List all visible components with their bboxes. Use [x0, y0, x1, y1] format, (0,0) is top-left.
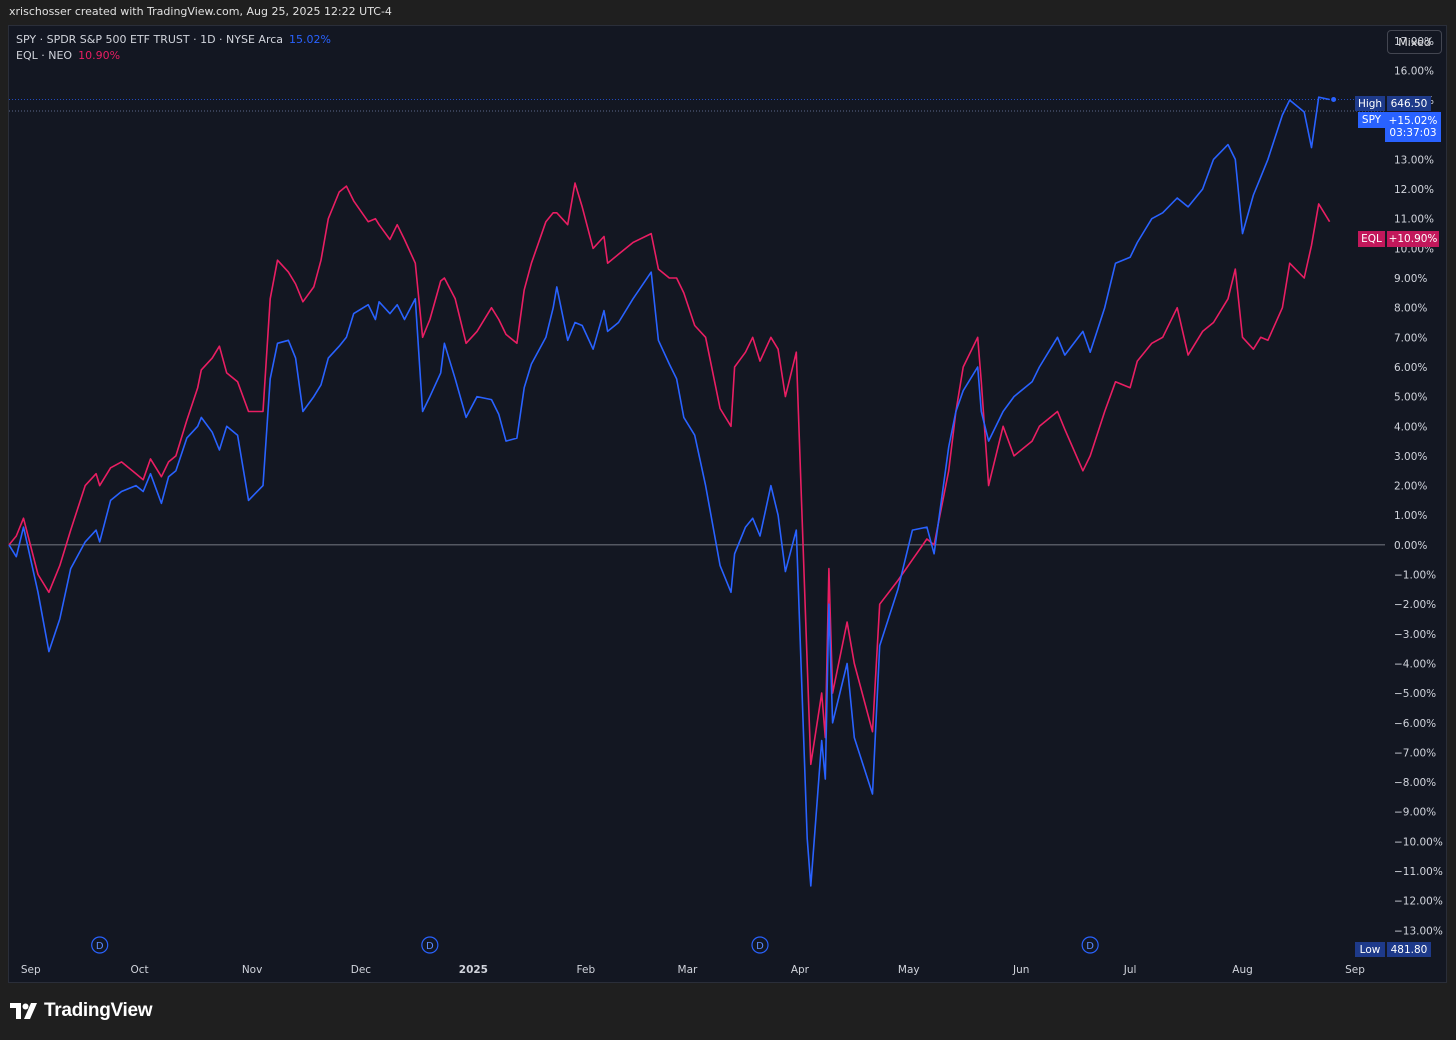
y-tick-label: −9.00%: [1394, 807, 1436, 819]
y-tick-label: −13.00%: [1394, 925, 1443, 937]
legend-spy[interactable]: SPY · SPDR S&P 500 ETF TRUST · 1D · NYSE…: [16, 33, 331, 46]
y-tick-label: 8.00%: [1394, 303, 1427, 315]
high-label-tag: High: [1355, 96, 1385, 111]
x-tick-label: 2025: [459, 964, 488, 976]
eql-value-tag: +10.90%: [1387, 231, 1439, 247]
dividend-marker-label: D: [1086, 941, 1094, 952]
y-tick-label: −7.00%: [1394, 747, 1436, 759]
y-tick-label: 4.00%: [1394, 421, 1427, 433]
tradingview-logo-text: TradingView: [44, 1000, 153, 1021]
x-tick-label: Oct: [131, 964, 149, 976]
y-tick-label: 7.00%: [1394, 332, 1427, 344]
y-tick-label: 11.00%: [1394, 214, 1434, 226]
dividend-marker-label: D: [96, 941, 104, 952]
y-tick-label: 6.00%: [1394, 362, 1427, 374]
spy-countdown-text: 03:37:03: [1389, 127, 1437, 139]
x-tick-label: May: [898, 964, 920, 976]
series-line-spy: [8, 96, 1330, 887]
legend-eql-value: 10.90%: [78, 49, 121, 62]
x-tick-label: Sep: [21, 964, 41, 976]
x-tick-label: Nov: [242, 964, 263, 976]
y-tick-label: 17.00%: [1394, 36, 1434, 48]
legend-eql-text: EQL · NEO: [16, 49, 73, 62]
x-tick-label: Apr: [791, 964, 810, 976]
y-tick-label: −10.00%: [1394, 836, 1443, 848]
dividend-marker: [91, 936, 109, 954]
chart-panel[interactable]: [8, 25, 1447, 983]
y-tick-label: 12.00%: [1394, 184, 1434, 196]
spy-label-tag: SPY: [1358, 112, 1385, 128]
y-tick-label: −12.00%: [1394, 896, 1443, 908]
low-label-tag: Low: [1355, 942, 1385, 957]
y-tick-label: −5.00%: [1394, 688, 1436, 700]
x-tick-label: Feb: [577, 964, 596, 976]
y-tick-label: −11.00%: [1394, 866, 1443, 878]
y-tick-label: −4.00%: [1394, 658, 1436, 670]
tradingview-logo: TradingView: [10, 998, 153, 1024]
y-tick-label: 9.00%: [1394, 273, 1427, 285]
y-tick-label: 16.00%: [1394, 65, 1434, 77]
y-tick-label: 5.00%: [1394, 392, 1427, 404]
x-tick-label: Jun: [1012, 964, 1029, 976]
eql-label-tag: EQL: [1358, 231, 1385, 247]
high-value-tag: 646.50: [1387, 96, 1431, 111]
y-tick-label: −1.00%: [1394, 570, 1436, 582]
y-tick-label: −8.00%: [1394, 777, 1436, 789]
scale-mode-button[interactable]: Mixed: [1387, 30, 1442, 54]
y-tick-label: 3.00%: [1394, 451, 1427, 463]
series-line-eql: [8, 182, 1331, 766]
y-tick-label: 2.00%: [1394, 481, 1427, 493]
spy-value-tag: +15.02% 03:37:03: [1385, 112, 1441, 142]
dividend-marker: [421, 936, 439, 954]
dividend-marker-label: D: [426, 941, 434, 952]
dividend-marker-label: D: [756, 941, 764, 952]
legend-spy-value: 15.02%: [289, 33, 331, 46]
legend-eql[interactable]: EQL · NEO 10.90%: [16, 49, 120, 62]
dividend-marker: [751, 936, 769, 954]
y-tick-label: 0.00%: [1394, 540, 1427, 552]
y-tick-label: −3.00%: [1394, 629, 1436, 641]
low-value-tag: 481.80: [1387, 942, 1431, 957]
spy-last-point: [1331, 97, 1337, 103]
x-tick-label: Aug: [1232, 964, 1253, 976]
dividend-marker: [1081, 936, 1099, 954]
spy-value-text: +15.02%: [1388, 115, 1438, 127]
legend-spy-text: SPY · SPDR S&P 500 ETF TRUST · 1D · NYSE…: [16, 33, 284, 46]
tradingview-logo-icon: [10, 1003, 37, 1019]
y-tick-label: −2.00%: [1394, 599, 1436, 611]
x-tick-label: Jul: [1123, 964, 1137, 976]
x-tick-label: Sep: [1345, 964, 1365, 976]
chart-credit: xrischosser created with TradingView.com…: [9, 5, 392, 18]
x-tick-label: Mar: [678, 964, 698, 976]
y-tick-label: 13.00%: [1394, 154, 1434, 166]
y-tick-label: 1.00%: [1394, 510, 1427, 522]
x-tick-label: Dec: [351, 964, 372, 976]
y-tick-label: −6.00%: [1394, 718, 1436, 730]
